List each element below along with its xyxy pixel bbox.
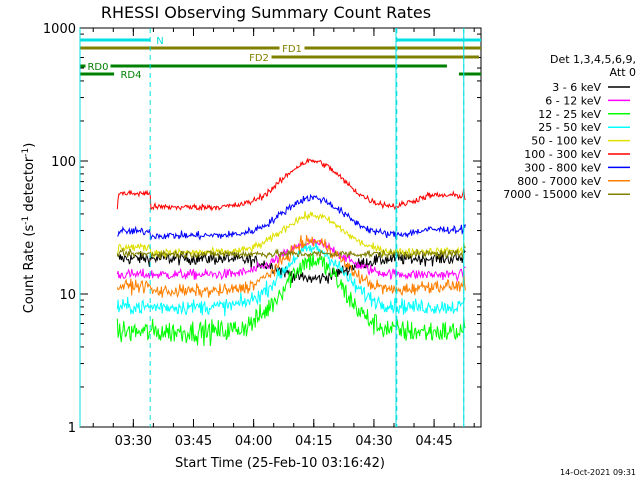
time-markers (79, 28, 465, 427)
series-line (117, 193, 466, 241)
chart-title: RHESSI Observing Summary Count Rates (101, 3, 431, 22)
flag-label-bg (279, 43, 305, 53)
flag-label-bg (118, 69, 144, 79)
flag-label-bg (246, 52, 272, 62)
y-axis-label-mid: detector (22, 156, 37, 216)
flag-label-rd4: RD4 (120, 70, 141, 81)
legend-label: 6 - 12 keV (545, 94, 601, 107)
series-line (116, 248, 466, 284)
legend-label: 800 - 7000 keV (517, 175, 601, 188)
y-axis-label-main: Count Rate (s (22, 225, 37, 314)
y-axis-label-end: ) (22, 143, 37, 148)
x-tick-label: 04:30 (355, 434, 392, 449)
x-axis-label: Start Time (25-Feb-10 03:16:42) (175, 456, 385, 471)
series-line (116, 157, 466, 212)
x-tick-label: 04:00 (235, 434, 272, 449)
y-tick-label: 1000 (43, 22, 76, 37)
flag-bars: N FD1 FD2 RD0 RD4 (80, 35, 481, 81)
legend-label: 25 - 50 keV (538, 121, 601, 134)
flag-label-bg (154, 35, 166, 45)
series-line (116, 242, 466, 317)
generation-timestamp: 14-Oct-2021 09:31 (560, 468, 636, 477)
legend-label: 50 - 100 keV (531, 135, 601, 148)
y-axis-label-sup2: -1 (21, 148, 31, 157)
legend-label: 300 - 800 keV (524, 161, 601, 174)
x-tick-label: 04:45 (415, 434, 452, 449)
legend-header: Det 1,3,4,5,6,9, (550, 53, 636, 66)
series-line (116, 244, 466, 260)
x-tick-label: 03:30 (115, 434, 152, 449)
y-tick-label: 100 (51, 155, 76, 170)
y-tick-label: 1 (68, 421, 76, 436)
series-line (116, 235, 466, 299)
legend-label: 7000 - 15000 keV (503, 188, 601, 201)
flag-label-n: N (156, 36, 163, 47)
flag-label-bg (85, 61, 111, 71)
x-tick-label: 04:15 (295, 434, 332, 449)
legend-label: 12 - 25 keV (538, 108, 601, 121)
axis-ticks: 03:30 03:45 04:00 04:15 04:30 04:45 1 10 100 1000 (43, 22, 481, 449)
legend-header: Att 0 (610, 66, 636, 79)
y-tick-label: 10 (59, 288, 76, 303)
flag-label-fd1: FD1 (282, 44, 302, 55)
x-tick-label: 03:45 (175, 434, 212, 449)
legend-label: 100 - 300 keV (524, 148, 601, 161)
flag-label-fd2: FD2 (249, 53, 269, 64)
legend-label: 3 - 6 keV (552, 81, 601, 94)
series-lines (116, 157, 466, 347)
flag-label-rd0: RD0 (87, 62, 108, 73)
y-axis-label-sup1: -1 (21, 216, 31, 225)
series-line (116, 251, 466, 347)
y-axis-label: Count Rate (s-1 detector-1) (21, 143, 37, 314)
